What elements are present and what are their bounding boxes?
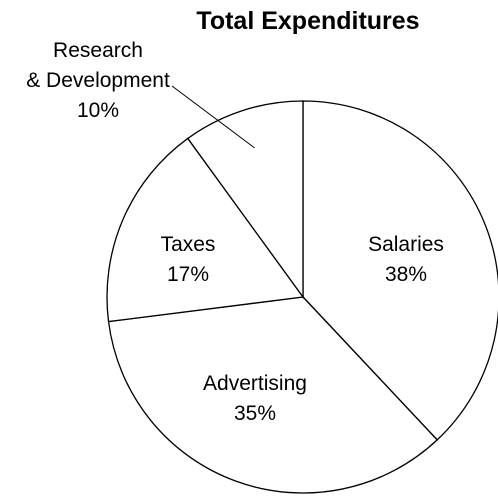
pie-slice-research-and-development — [186, 100, 304, 300]
pie-slice-taxes — [106, 137, 305, 323]
chart-title: Total Expenditures — [196, 7, 419, 35]
leader-line-research-and-development — [171, 85, 255, 149]
leader-lines — [171, 85, 255, 149]
pie-slice-salaries — [302, 100, 498, 441]
slice-label-salaries: Salaries 38% — [368, 233, 444, 286]
slice-label-advertising: Advertising 35% — [203, 372, 307, 425]
slice-label-taxes: Taxes 17% — [161, 233, 216, 286]
slice-labels: Salaries 38% Advertising 35% Taxes 17% Researc… — [26, 39, 444, 425]
slice-label-research-and-development: Research & Development 10% — [26, 39, 170, 122]
pie-slice-advertising — [107, 296, 439, 494]
pie-slices — [106, 100, 498, 494]
